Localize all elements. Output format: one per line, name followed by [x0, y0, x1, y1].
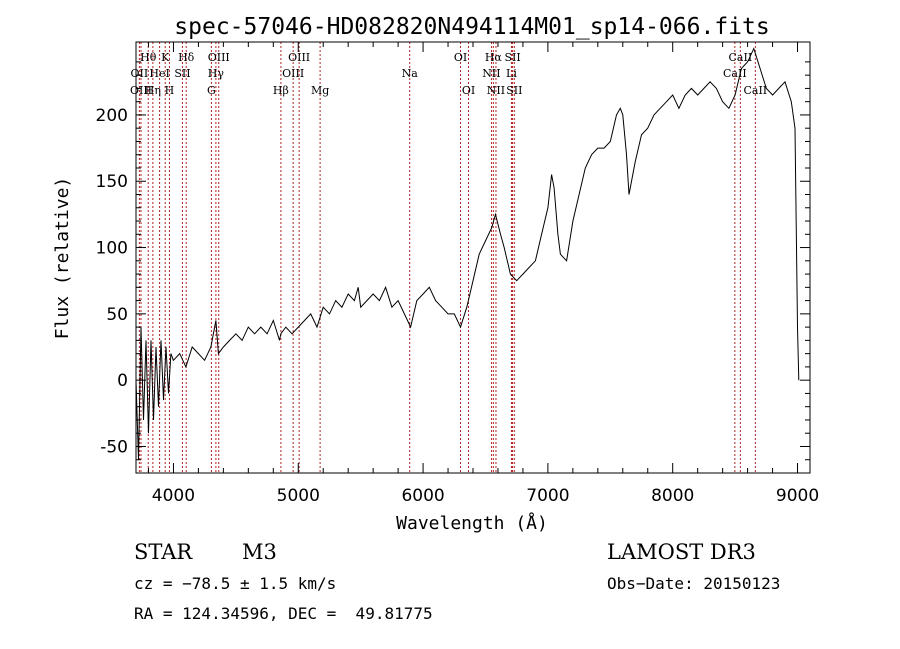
spectral-line-label: CaII: [723, 67, 747, 80]
y-tick-label: 100: [96, 239, 128, 259]
spectral-line-markers: [138, 42, 756, 473]
spectral-line-label: OIII: [288, 51, 310, 64]
survey-name: LAMOST DR3: [607, 540, 756, 564]
x-tick-label: 6000: [401, 486, 444, 506]
y-tick-label: 0: [117, 371, 128, 391]
spectral-line-label: OIII: [130, 84, 152, 97]
spectral-line-label: K: [161, 51, 170, 64]
y-axis-label: Flux (relative): [52, 177, 73, 340]
spectral-line-label: Mg: [311, 84, 329, 97]
spectral-line-label: NII: [487, 84, 505, 97]
y-tick-label: 50: [106, 305, 128, 325]
spectral-line-label: G: [207, 84, 216, 97]
x-axis-ticks: 4000 5000 6000 7000 8000 9000: [147, 42, 819, 506]
plot-frame: [135, 41, 811, 474]
spectral-line-label: CaII: [743, 84, 767, 97]
x-tick-label: 9000: [776, 486, 819, 506]
spectral-line-label: HeI: [149, 67, 169, 80]
spectral-line-label: H: [165, 84, 175, 97]
spectral-line-label: Hη: [145, 84, 161, 97]
spectral-line-label: NII: [482, 67, 500, 80]
x-axis-label: Wavelength (Å): [396, 512, 548, 534]
spectral-line-label: Hβ: [273, 84, 289, 97]
x-tick-label: 4000: [152, 486, 195, 506]
sky-coordinates: RA = 124.34596, DEC = 49.81775: [134, 604, 433, 623]
object-subclass: M3: [242, 540, 277, 564]
spectral-line-label: OIII: [282, 67, 304, 80]
spectral-line-label: SII: [506, 84, 522, 97]
spectral-line-label: OIII: [208, 51, 230, 64]
spectral-line-label: SII: [174, 67, 190, 80]
spectral-line-label: Hγ: [208, 67, 225, 80]
spectral-line-label: Hδ: [178, 51, 195, 64]
y-tick-label: 150: [96, 172, 128, 192]
x-tick-label: 5000: [277, 486, 320, 506]
y-tick-label: 200: [96, 106, 128, 126]
chart-title: spec-57046-HD082820N494114M01_sp14-066.f…: [174, 14, 769, 40]
spectral-line-label: Hα: [485, 51, 503, 64]
object-class: STAR: [134, 540, 193, 564]
observation-date: Obs−Date: 20150123: [607, 574, 781, 593]
y-tick-label: -50: [100, 437, 128, 457]
spectral-line-label: OI: [454, 51, 467, 64]
spectral-line-label: CaII: [729, 51, 753, 64]
redshift-velocity: cz = −78.5 ± 1.5 km/s: [134, 574, 337, 593]
spectral-line-label: OI: [462, 84, 475, 97]
spectrum-series-line: [135, 47, 800, 460]
spectral-line-label: Na: [402, 67, 419, 80]
spectral-line-labels: Hθ OII OIII K HeI Hη Hδ SII H OIII Hγ G OIII OIII Hβ Mg…: [130, 51, 767, 97]
spectral-line-label: SII: [504, 51, 520, 64]
x-tick-label: 8000: [651, 486, 694, 506]
spectral-line-label: Li: [506, 67, 517, 80]
spectral-line-label: OII: [131, 67, 149, 80]
y-axis-ticks: -50 0 50 100 150 200: [96, 61, 810, 461]
x-tick-label: 7000: [526, 486, 569, 506]
spectral-line-label: Hθ: [140, 51, 157, 64]
